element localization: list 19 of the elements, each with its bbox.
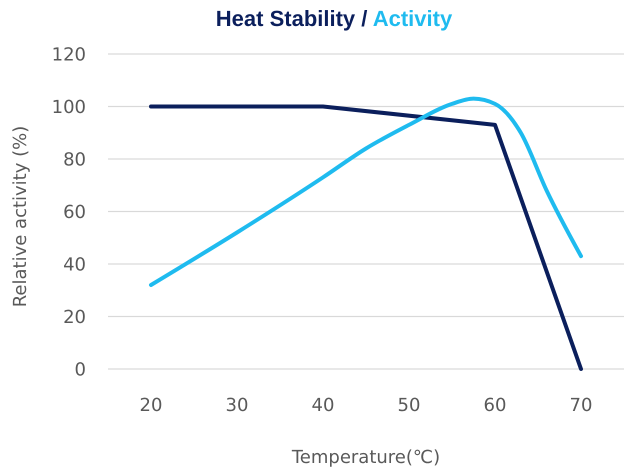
x-tick-label: 60	[484, 395, 506, 416]
line-series	[149, 96, 583, 287]
x-tick-label: 70	[570, 395, 592, 416]
y-tick-label: 80	[63, 149, 86, 170]
y-tick-label: 100	[52, 96, 86, 118]
x-tick-label: 40	[312, 395, 334, 416]
text: Activity	[372, 6, 453, 31]
y-axis-title: Relative activity (%)	[10, 126, 31, 308]
y-tick-label: 20	[63, 306, 86, 328]
text: /	[355, 6, 373, 31]
text: Heat Stability	[216, 6, 356, 31]
x-tick-label: 30	[226, 395, 248, 416]
y-tick-label: 120	[52, 44, 86, 66]
y-tick-label: 0	[74, 359, 86, 380]
x-tick-label: 50	[398, 395, 420, 416]
x-tick-label: 20	[140, 395, 162, 416]
y-tick-label: 60	[63, 202, 86, 223]
x-axis-title: Temperature(℃)	[290, 447, 440, 468]
y-tick-label: 40	[63, 254, 86, 276]
